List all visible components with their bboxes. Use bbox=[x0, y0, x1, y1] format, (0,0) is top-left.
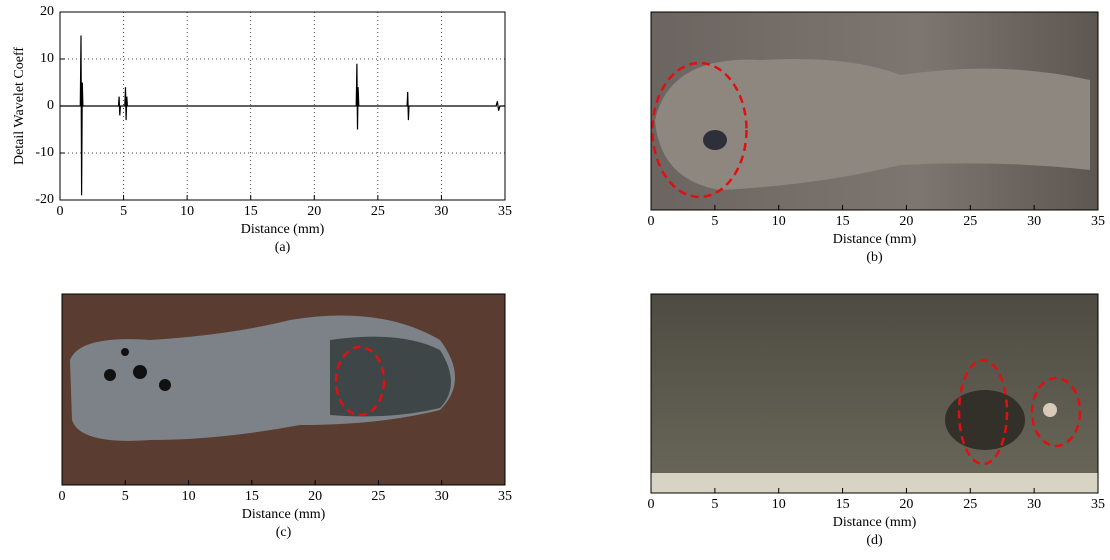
x-tick-label: 10 bbox=[772, 497, 786, 512]
x-tick-label: 5 bbox=[120, 204, 127, 219]
caption: (d) bbox=[866, 533, 883, 548]
x-tick-label: 15 bbox=[836, 214, 850, 229]
x-tick-label: 25 bbox=[963, 214, 977, 229]
x-tick-label: 35 bbox=[1091, 497, 1105, 512]
x-tick-label: 20 bbox=[307, 204, 321, 219]
photo-c bbox=[62, 294, 505, 485]
x-axis-label: Distance (mm) bbox=[833, 232, 917, 247]
y-tick-label: 10 bbox=[40, 51, 54, 66]
y-tick-label: -10 bbox=[35, 145, 54, 160]
caption: (c) bbox=[276, 525, 292, 540]
x-axis-label: Distance (mm) bbox=[833, 515, 917, 530]
x-tick-label: 10 bbox=[180, 204, 194, 219]
x-tick-label: 10 bbox=[772, 214, 786, 229]
y-tick-label: 20 bbox=[40, 4, 54, 19]
x-tick-label: 15 bbox=[244, 204, 258, 219]
photo-b bbox=[651, 12, 1098, 210]
y-tick-label: 0 bbox=[47, 98, 54, 113]
x-tick-label: 30 bbox=[435, 489, 449, 504]
x-tick-label: 30 bbox=[1027, 497, 1041, 512]
y-axis-label: Detail Wavelet Coeff bbox=[12, 47, 27, 165]
x-tick-label: 35 bbox=[498, 489, 512, 504]
x-tick-label: 35 bbox=[498, 204, 512, 219]
x-tick-label: 5 bbox=[711, 497, 718, 512]
x-tick-label: 30 bbox=[434, 204, 448, 219]
x-tick-label: 20 bbox=[899, 497, 913, 512]
x-tick-label: 15 bbox=[836, 497, 850, 512]
x-tick-label: 25 bbox=[963, 497, 977, 512]
x-tick-label: 5 bbox=[122, 489, 129, 504]
caption: (b) bbox=[866, 250, 883, 265]
x-tick-label: 35 bbox=[1091, 214, 1105, 229]
x-axis-label: Distance (mm) bbox=[242, 507, 326, 522]
x-tick-label: 0 bbox=[57, 204, 64, 219]
x-tick-label: 0 bbox=[648, 497, 655, 512]
x-tick-label: 15 bbox=[245, 489, 259, 504]
x-tick-label: 5 bbox=[711, 214, 718, 229]
x-axis-label: Distance (mm) bbox=[241, 222, 325, 237]
figure: 0 5 10 15 20 25 30 35 -20 -10 0 10 20 Detail Wavelet … bbox=[0, 0, 1110, 560]
x-tick-label: 20 bbox=[899, 214, 913, 229]
photo-d bbox=[651, 294, 1098, 493]
x-tick-label: 25 bbox=[371, 489, 385, 504]
x-tick-label: 25 bbox=[371, 204, 385, 219]
x-tick-label: 0 bbox=[59, 489, 66, 504]
x-tick-label: 20 bbox=[308, 489, 322, 504]
x-tick-label: 0 bbox=[648, 214, 655, 229]
y-tick-label: -20 bbox=[35, 192, 54, 207]
x-tick-label: 10 bbox=[182, 489, 196, 504]
caption: (a) bbox=[275, 240, 291, 255]
x-tick-label: 30 bbox=[1027, 214, 1041, 229]
